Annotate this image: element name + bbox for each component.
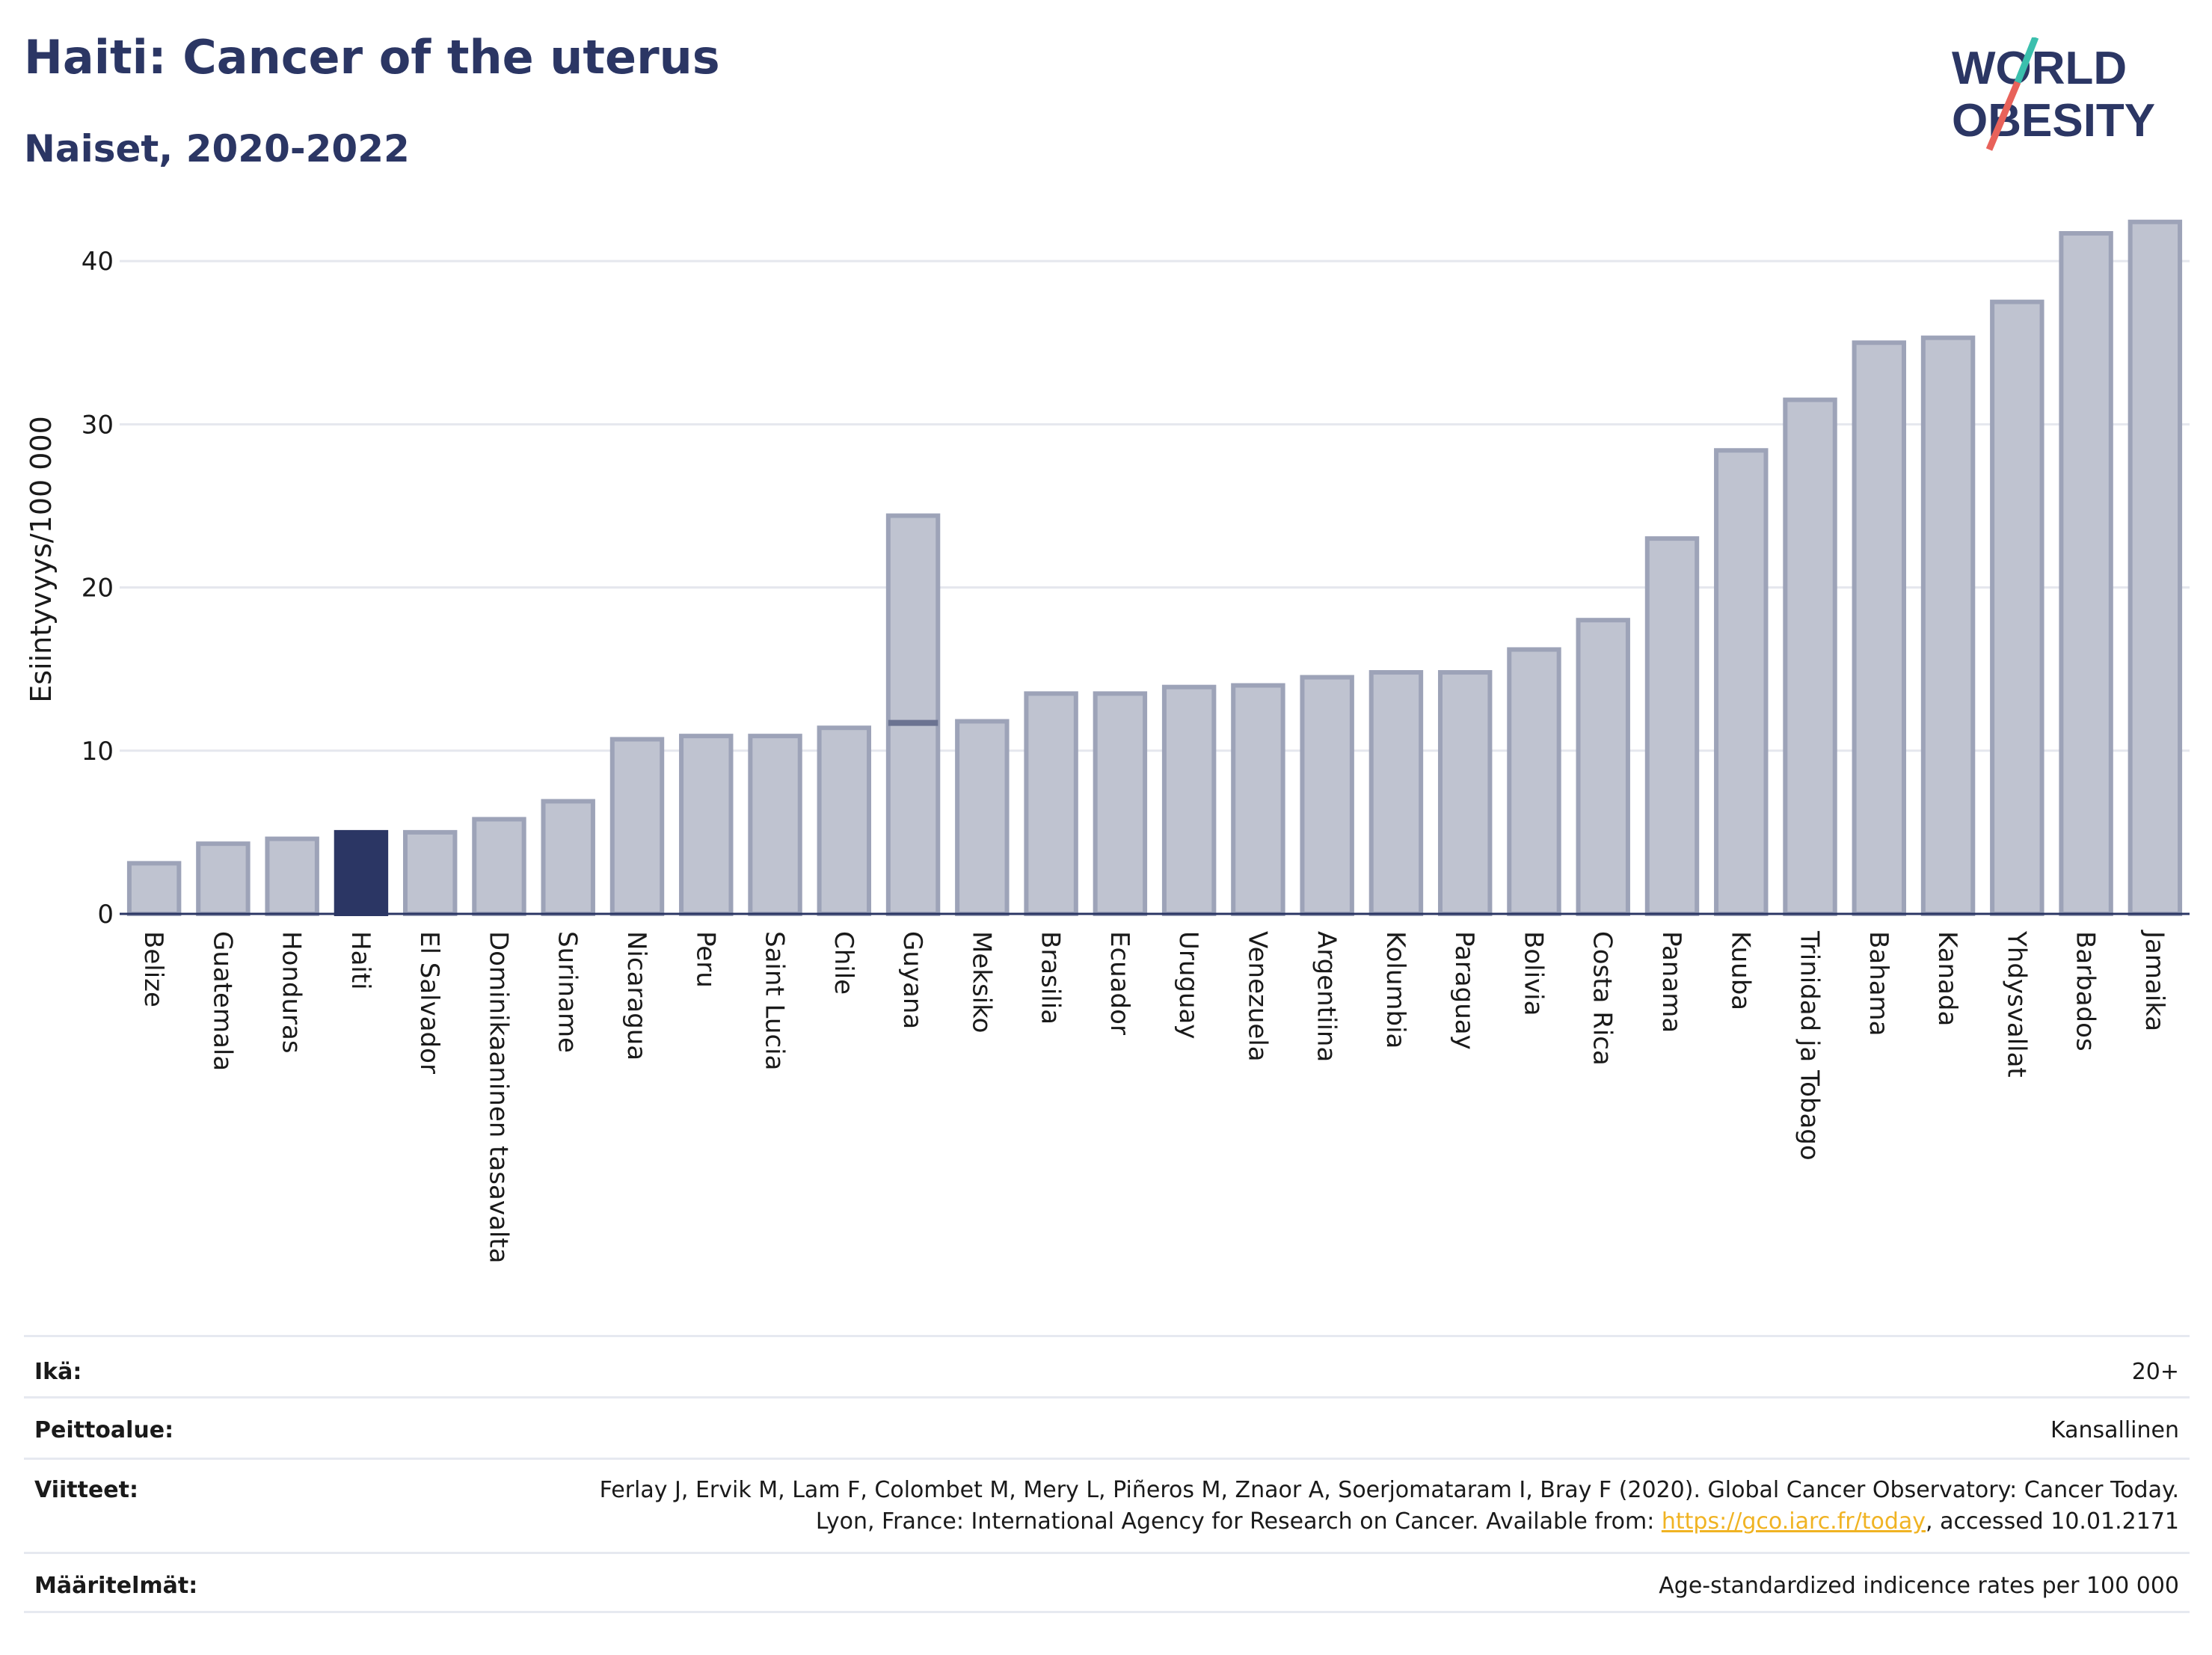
bar-venezuela[interactable] <box>1231 683 1285 916</box>
x-tick-label: Guatemala <box>207 931 237 1071</box>
bar-brasilia[interactable] <box>1024 691 1078 917</box>
logo-slash-top <box>2014 37 2039 84</box>
y-tick-label: 20 <box>82 574 114 604</box>
references-label: Viitteet: <box>34 1477 138 1503</box>
bar-honduras[interactable] <box>265 836 319 917</box>
bar-bahama[interactable] <box>1852 340 1907 916</box>
bar-peru[interactable] <box>679 734 734 916</box>
bar-ecuador[interactable] <box>1093 691 1148 917</box>
x-tick-label: Kuuba <box>1725 931 1755 1010</box>
bar-barbados[interactable] <box>2059 231 2113 917</box>
age-value: 20+ <box>2131 1359 2179 1385</box>
x-tick-labels: Belize Guatemala Honduras Haiti El Salvador D… <box>138 930 2169 1263</box>
x-tick-label: Uruguay <box>1173 931 1203 1040</box>
bar-nicaragua[interactable] <box>609 737 665 916</box>
references-text: Ferlay J, Ervik M, Lam F, Colombet M, Me… <box>594 1475 2179 1538</box>
x-tick-label: Kolumbia <box>1380 931 1410 1048</box>
y-tick-label: 40 <box>82 247 114 277</box>
x-tick-label: Suriname <box>553 931 583 1053</box>
bar-kanada[interactable] <box>1920 335 1976 917</box>
references-text-after: , accessed 10.01.2171 <box>1926 1508 2179 1535</box>
x-tick-label: Kanada <box>1932 931 1962 1026</box>
x-tick-label: Haiti <box>345 931 375 990</box>
bar-costa-rica[interactable] <box>1576 618 1630 916</box>
x-tick-label: Meksiko <box>966 931 996 1033</box>
chart-title: Haiti: Cancer of the uterus <box>24 30 720 85</box>
references-link[interactable]: https://gco.iarc.fr/today <box>1661 1508 1926 1535</box>
x-tick-label: Bahama <box>1864 931 1893 1037</box>
info-row-coverage: Peittoalue: Kansallinen <box>24 1396 2190 1458</box>
x-tick-label: Dominikaaninen tasavalta <box>483 931 513 1263</box>
y-axis-label: Esiintyvyys/100 000 <box>25 416 58 703</box>
bar-uruguay[interactable] <box>1161 684 1217 916</box>
x-tick-label: Honduras <box>277 931 307 1054</box>
definitions-label: Määritelmät: <box>34 1573 198 1599</box>
x-tick-label: Costa Rica <box>1588 931 1617 1066</box>
x-tick-label: Venezuela <box>1242 931 1272 1062</box>
x-tick-label: Peru <box>690 931 720 988</box>
x-tick-label: Trinidad ja Tobago <box>1795 930 1825 1161</box>
info-table: Ikä: 20+ Peittoalue: Kansallinen Viittee… <box>24 1335 2190 1613</box>
x-tick-label: Ecuador <box>1105 931 1134 1035</box>
logo-text-obesity: OBESITY <box>1952 95 2155 147</box>
bar-kuuba[interactable] <box>1714 448 1769 916</box>
x-tick-label: Brasilia <box>1036 931 1066 1025</box>
x-tick-label: Paraguay <box>1449 931 1479 1050</box>
bar-chile[interactable] <box>817 725 872 917</box>
y-tick-label: 10 <box>82 737 114 767</box>
bar-trinidad-ja-tobago[interactable] <box>1783 397 1837 916</box>
chart-subtitle: Naiset, 2020-2022 <box>24 127 410 171</box>
bar-saint-lucia[interactable] <box>748 734 802 916</box>
x-tick-label: Nicaragua <box>621 931 651 1060</box>
y-tick-labels: 0 10 20 30 40 <box>82 247 114 930</box>
grid-lines <box>120 260 2190 752</box>
bar-el-salvador[interactable] <box>402 829 458 917</box>
bar-chart: 0 10 20 30 40 Belize Guatemala Honduras Haiti El… <box>25 219 2190 1263</box>
info-row-age: Ikä: 20+ <box>24 1335 2190 1396</box>
x-tick-label: Panama <box>1656 931 1686 1033</box>
coverage-value: Kansallinen <box>2050 1417 2179 1443</box>
info-row-references: Viitteet: Ferlay J, Ervik M, Lam F, Colo… <box>24 1458 2190 1552</box>
y-tick-label: 0 <box>97 900 114 930</box>
bar-kolumbia[interactable] <box>1368 670 1424 917</box>
x-tick-label: El Salvador <box>414 931 444 1074</box>
x-tick-label: Belize <box>138 931 168 1007</box>
bar-dominikaaninen-tasavalta[interactable] <box>472 817 526 917</box>
x-tick-label: Saint Lucia <box>760 931 790 1070</box>
coverage-label: Peittoalue: <box>34 1417 174 1443</box>
definitions-value: Age-standardized indicence rates per 100… <box>1659 1573 2179 1599</box>
bar-panama[interactable] <box>1644 536 1700 916</box>
info-row-definitions: Määritelmät: Age-standardized indicence … <box>24 1552 2190 1613</box>
x-tick-label: Argentiina <box>1312 931 1342 1062</box>
bar-belize[interactable] <box>126 861 182 916</box>
bar-bolivia[interactable] <box>1507 647 1561 916</box>
bar-guatemala[interactable] <box>196 841 251 916</box>
age-label: Ikä: <box>34 1359 82 1385</box>
x-tick-label: Jamaika <box>2139 930 2169 1031</box>
bar-guyana[interactable] <box>885 513 941 916</box>
bar-jamaika[interactable] <box>2127 219 2183 916</box>
bar-paraguay[interactable] <box>1437 670 1493 917</box>
x-tick-label: Guyana <box>897 931 927 1029</box>
bar-yhdysvallat[interactable] <box>1990 299 2044 916</box>
references-text-before: Ferlay J, Ervik M, Lam F, Colombet M, Me… <box>599 1477 2179 1535</box>
x-tick-label: Bolivia <box>1518 931 1548 1016</box>
logo-slash-bottom <box>1985 81 2021 151</box>
bars <box>126 219 2183 917</box>
x-tick-label: Barbados <box>2071 931 2101 1051</box>
bar-haiti[interactable] <box>334 829 389 917</box>
y-tick-label: 30 <box>82 410 114 440</box>
logo-text-world: WORLD <box>1952 43 2127 94</box>
x-tick-label: Chile <box>829 931 858 995</box>
bar-argentiina[interactable] <box>1300 675 1354 916</box>
x-tick-label: Yhdysvallat <box>2001 930 2031 1078</box>
bar-meksiko[interactable] <box>955 719 1010 917</box>
world-obesity-logo: WORLD OBESITY <box>1952 37 2155 151</box>
bar-suriname[interactable] <box>541 799 595 916</box>
